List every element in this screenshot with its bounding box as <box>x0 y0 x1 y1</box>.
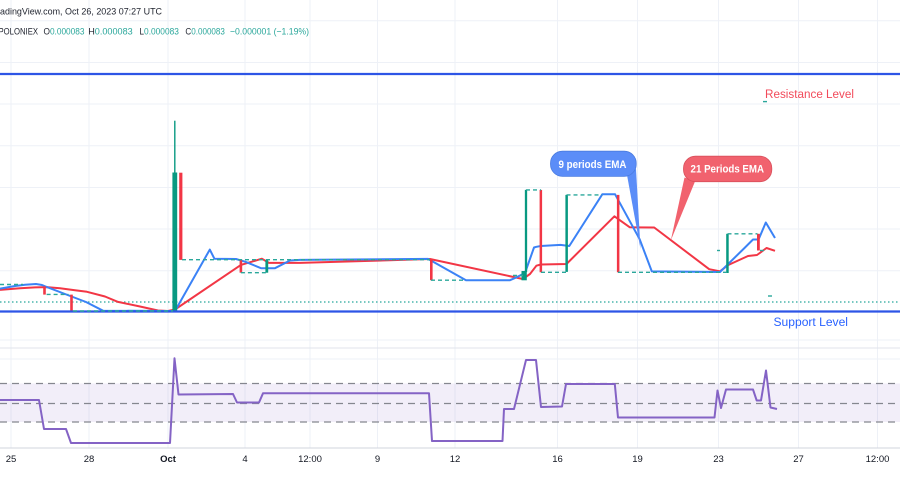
svg-text:adingView.com, Oct 26, 2023 07: adingView.com, Oct 26, 2023 07:27 UTC <box>0 7 162 18</box>
svg-text:9: 9 <box>375 454 380 465</box>
svg-text:O0.000083: O0.000083 <box>44 27 85 38</box>
svg-text:C0.000083: C0.000083 <box>185 27 225 38</box>
svg-text:28: 28 <box>84 454 95 465</box>
svg-text:Oct: Oct <box>160 454 177 465</box>
svg-text:27: 27 <box>793 454 804 465</box>
svg-text:L0.000083: L0.000083 <box>139 27 179 38</box>
svg-text:19: 19 <box>632 454 643 465</box>
svg-text:Support Level: Support Level <box>774 315 849 329</box>
svg-text:23: 23 <box>713 454 724 465</box>
svg-text:12:00: 12:00 <box>298 454 322 465</box>
svg-text:4: 4 <box>242 454 247 465</box>
svg-text:12:00: 12:00 <box>866 454 890 465</box>
svg-text:Resistance Level: Resistance Level <box>765 87 854 101</box>
svg-text:9 periods EMA: 9 periods EMA <box>559 159 627 171</box>
svg-text:H0.000083: H0.000083 <box>88 27 133 38</box>
svg-text:−0.000001 (−1.19%): −0.000001 (−1.19%) <box>230 27 309 38</box>
svg-text:16: 16 <box>552 454 563 465</box>
svg-text:25: 25 <box>6 454 17 465</box>
svg-text:21 Periods EMA: 21 Periods EMA <box>691 164 765 176</box>
svg-text:POLONIEX: POLONIEX <box>0 27 39 38</box>
svg-text:12: 12 <box>450 454 461 465</box>
